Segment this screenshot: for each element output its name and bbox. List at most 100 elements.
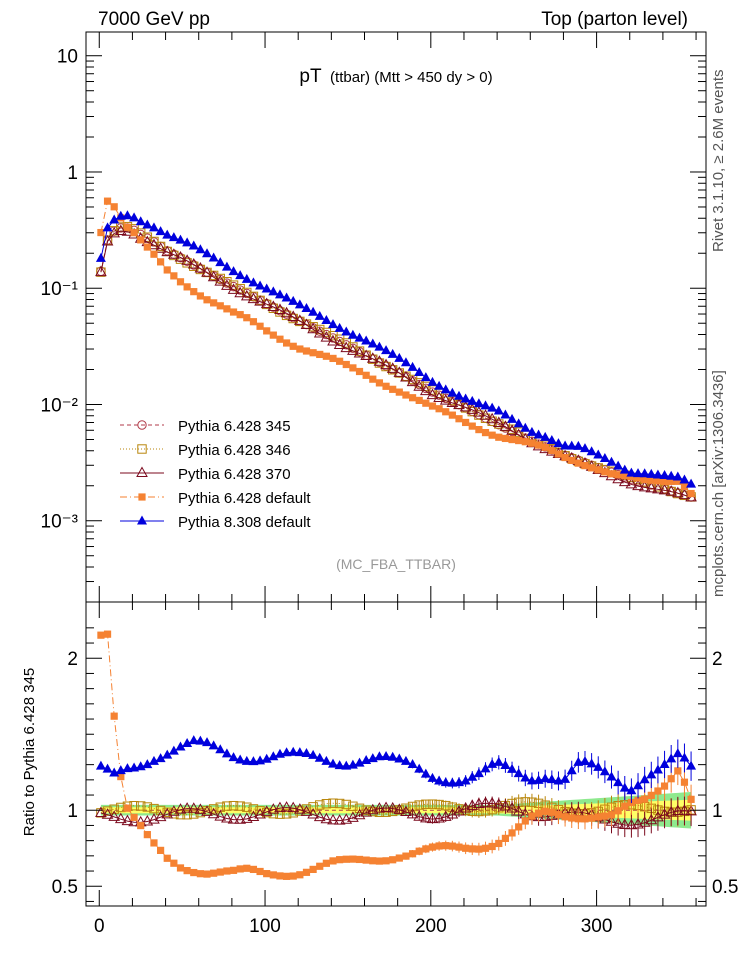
data-point [202,248,213,258]
ratio-point [235,801,245,811]
data-point [249,318,258,326]
ratio-point [647,791,655,799]
data-point [387,348,398,358]
data-point [394,352,405,362]
data-point [267,300,280,311]
ratio-point [214,810,227,821]
ratio-point [428,843,437,851]
data-point [340,341,353,353]
data-point [389,385,397,393]
ratio-point [155,805,166,816]
ratio-line [100,740,692,792]
data-point [168,248,180,259]
ratio-point [141,814,154,826]
data-point [666,470,677,480]
ratio-point [294,803,306,814]
ratio-point [236,865,244,873]
data-point [579,443,590,453]
data-point [182,237,193,247]
ratio-point [328,758,339,768]
data-point [353,346,366,358]
ratio-point [314,752,325,762]
ratio-point [422,845,430,853]
ratio-point [316,862,324,870]
ratio-point [414,800,424,810]
source-label: mcplots.cern.ch [arXiv:1306.3436] [710,370,727,597]
ratio-point [406,807,419,819]
data-point [288,295,299,305]
ratio-point [362,856,370,864]
ratio-point [389,856,397,864]
ratio-point [328,798,338,808]
ratio-point [274,801,286,813]
data-point [228,266,239,276]
data-point [528,439,536,447]
ratio-point [441,800,451,811]
ratio-point [499,799,512,811]
data-point [599,453,610,463]
data-point [176,278,185,286]
ratio-point [434,799,444,810]
data-point [96,267,106,277]
ratio-point [674,767,682,775]
data-point [641,475,649,484]
data-point [627,473,636,481]
ratio-point [554,810,563,819]
ratio-point [281,747,292,757]
ratio-point [520,797,531,807]
ratio-point [579,755,590,765]
data-point [142,219,153,229]
data-point [400,357,411,367]
ratio-point [341,799,351,810]
ratio-point [334,760,345,770]
ratio-point [520,772,531,782]
ratio-point [288,746,299,756]
data-point [468,422,476,430]
data-point [473,406,485,417]
ratio-point [313,810,326,822]
data-point [156,258,165,266]
ratio-point [240,812,253,823]
ratio-point [130,813,138,821]
ratio-point [150,839,158,847]
data-point [137,236,145,244]
ratio-point [97,631,105,639]
ratio-tick-label: 1 [67,801,78,822]
data-point [109,214,120,224]
data-point [369,375,377,383]
data-point [406,375,419,387]
ratio-point [137,821,145,830]
ratio-point [660,782,669,790]
data-point [274,303,286,314]
ratio-point [208,740,219,750]
data-point [355,367,364,376]
data-point [501,434,510,443]
plot-title-main: pT [299,66,322,87]
ratio-point [101,808,114,819]
ratio-point [229,866,238,874]
data-point [367,338,378,348]
data-point [307,322,319,334]
data-point [175,234,186,244]
data-point [634,474,642,482]
ratio-point [216,868,224,876]
data-point [480,400,491,410]
ratio-point [162,749,173,759]
data-point [639,468,650,478]
ratio-point [654,787,662,795]
data-point [419,384,432,396]
data-point [122,210,133,220]
data-point [362,371,370,379]
ratio-point [448,842,456,850]
legend-marker [137,420,147,430]
data-point [613,460,624,470]
ratio-point [568,814,576,822]
ratio-point [641,795,649,803]
data-point [453,398,465,410]
data-point [386,362,399,373]
ratio-point [366,803,379,815]
ratio-point [275,809,285,819]
ratio-point [394,753,405,763]
data-point [354,332,365,342]
data-point [223,305,231,313]
